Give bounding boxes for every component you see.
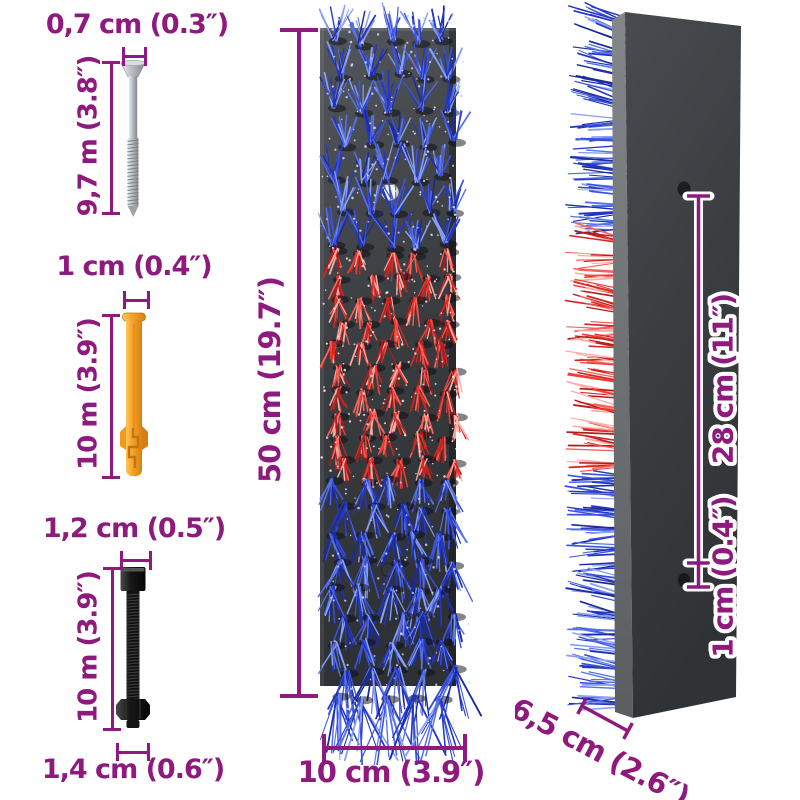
depth-bracket-line (581, 704, 629, 733)
side-dim-lines (576, 194, 710, 740)
front-width-label: 10 cm (3.9″) (297, 755, 486, 789)
screw-diameter-label: 0,7 cm (0.3″) (45, 9, 229, 40)
plug-diameter-label: 1 cm (0.4″) (56, 251, 212, 282)
plug-length-line (102, 314, 120, 479)
depth-bracket-tick-right (622, 722, 634, 740)
screw-diameter-bracket (122, 47, 147, 66)
screw-graphic (120, 60, 146, 217)
plug-length-label: 10 m (3.9″) (73, 318, 104, 470)
bolt-diameter-bracket (120, 551, 152, 570)
bolt-length-label: 10 m (3.9″) (73, 571, 104, 723)
fasteners-graphic (116, 60, 150, 728)
bolt-nut-label: 1,4 cm (0.6″) (41, 754, 225, 785)
front-width-bracket (322, 734, 467, 762)
side-hole-spacing-label: 28 cm (11″) (707, 294, 740, 464)
side-plate-edge (612, 12, 633, 718)
depth-bracket-tick-left (576, 697, 588, 715)
front-height-label: 50 cm (19.7″) (253, 277, 288, 483)
brush-front-view (317, 2, 483, 765)
plug-diameter-bracket (123, 291, 150, 309)
bolt-diameter-label: 1,2 cm (0.5″) (42, 513, 226, 544)
brush-side-view: 28 cm (11″) 1 cm (0.4″) 6,5 cm (2.6″) (515, 1, 744, 800)
screw-length-line (102, 61, 120, 215)
bolt-graphic (116, 567, 150, 728)
side-hole-edge-label: 1 cm (0.4″) (707, 496, 740, 657)
front-height-line (280, 28, 318, 698)
screw-length-label: 9,7 m (3.8″) (73, 55, 104, 217)
bolt-nut-bracket (116, 743, 150, 761)
wall-plug-graphic (120, 312, 148, 476)
side-plate-face (625, 12, 741, 718)
bolt-length-line (103, 567, 121, 731)
